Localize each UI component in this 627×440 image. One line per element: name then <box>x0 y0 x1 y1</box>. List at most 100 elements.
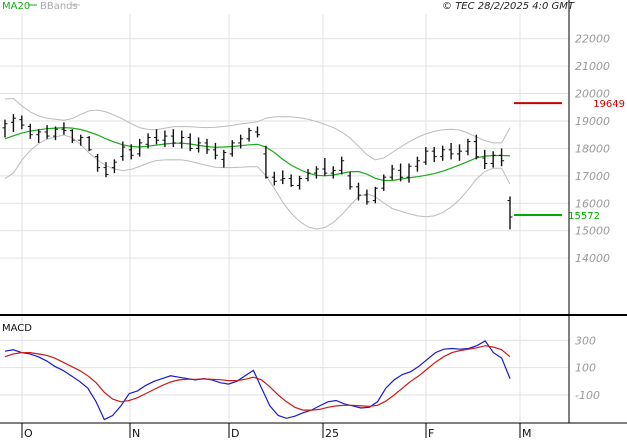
ohlc-bar <box>196 137 202 153</box>
ohlc-bar <box>372 186 378 204</box>
ohlc-bar <box>347 171 353 190</box>
legend: MA20 BBands <box>2 1 80 12</box>
ohlc-bar <box>187 133 193 152</box>
macd-tick-label: -100 <box>575 389 600 402</box>
ma20-line <box>4 126 511 182</box>
ohlc-bar <box>61 122 67 135</box>
bollinger-bands <box>4 97 511 230</box>
ohlc-bar <box>398 163 404 182</box>
ohlc-bar <box>322 158 328 176</box>
ohlc-bar <box>137 138 143 157</box>
ohlc-bar <box>280 170 286 185</box>
ohlc-bar <box>313 166 319 179</box>
bb-upper-line <box>4 97 511 161</box>
x-tick-label: D <box>231 427 239 440</box>
ohlc-bar <box>389 164 395 180</box>
ohlc-bar <box>356 182 361 201</box>
price-tick-label: 22000 <box>575 33 610 46</box>
price-tick-label: 20000 <box>575 88 610 101</box>
x-tick-label: O <box>24 427 33 440</box>
legend-ma20: MA20 <box>2 1 30 12</box>
price-tick-label: 19000 <box>575 115 610 128</box>
macd-lines <box>4 340 511 421</box>
ohlc-bar <box>330 166 336 179</box>
ohlc-bar <box>95 153 101 172</box>
ohlc-bar <box>145 133 151 149</box>
ohlc-bar <box>423 147 429 165</box>
ohlc-bar <box>238 134 244 149</box>
macd-grid <box>0 317 569 421</box>
macd-series-signal <box>4 345 511 411</box>
ohlc-bar <box>10 114 16 132</box>
macd-tick-label: 100 <box>575 362 596 375</box>
ohlc-bar <box>431 147 437 163</box>
ohlc-bar <box>448 142 454 160</box>
ohlc-bar <box>255 126 260 138</box>
ohlc-bar <box>44 125 50 139</box>
ohlc-bar <box>170 129 176 148</box>
ohlc-bar <box>305 168 311 182</box>
macd-title: MACD <box>2 323 32 334</box>
ohlc-bar <box>86 136 92 152</box>
ohlc-bar <box>473 134 479 160</box>
ohlc-bar <box>36 129 42 143</box>
macd-series-macd <box>4 340 511 421</box>
ohlc-bar <box>457 144 462 161</box>
ohlc-bar <box>381 174 387 191</box>
price-tick-label: 15000 <box>575 225 610 238</box>
ma20-path <box>4 126 511 182</box>
ohlc-bar <box>364 189 370 205</box>
ohlc-bar <box>103 162 109 178</box>
ohlc-bar <box>221 149 227 168</box>
ohlc-bar <box>339 156 345 175</box>
ohlc-bar <box>440 145 446 161</box>
bb-lower-line <box>4 134 511 230</box>
ohlc-bar <box>53 126 58 141</box>
ohlc-bar <box>212 142 218 160</box>
ohlc-bar <box>27 123 33 139</box>
ohlc-bar <box>120 141 126 161</box>
price-bars <box>2 114 513 230</box>
ohlc-bar <box>414 156 420 172</box>
ohlc-bar <box>179 130 185 149</box>
legend-bbands: BBands <box>40 1 78 12</box>
price-levels: 19649 15572 <box>514 99 625 222</box>
x-tick-label: N <box>132 427 140 440</box>
ohlc-bar <box>297 175 303 190</box>
ohlc-bar <box>128 144 134 160</box>
ohlc-bar <box>246 127 252 142</box>
macd-tick-label: 300 <box>575 334 596 347</box>
ohlc-bar <box>490 151 496 168</box>
ohlc-bar <box>69 129 75 143</box>
chart-frame <box>0 0 627 424</box>
y-axis-labels: 14000 15000 16000 17000 18000 19000 20000 21000… <box>575 33 610 402</box>
x-tick-label: F <box>428 427 434 440</box>
ohlc-bar <box>2 119 8 138</box>
ohlc-bar <box>507 196 513 230</box>
ohlc-bar <box>154 129 159 145</box>
price-tick-label: 16000 <box>575 197 610 210</box>
x-tick-label: 25 <box>325 427 339 440</box>
ohlc-bar <box>406 163 412 183</box>
ohlc-bar <box>271 171 277 186</box>
ohlc-bar <box>229 140 235 157</box>
ohlc-bar <box>204 138 210 154</box>
ohlc-bar <box>78 134 84 146</box>
ohlc-bar <box>162 130 168 148</box>
ohlc-bar <box>499 148 505 167</box>
resistance-level-label: 19649 <box>593 99 625 110</box>
price-tick-label: 18000 <box>575 142 610 155</box>
x-axis-labels: O N D 25 F M <box>21 423 532 440</box>
price-tick-label: 17000 <box>575 170 610 183</box>
copyright-timestamp: © TEC 28/2/2025 4:0 GMT <box>442 1 575 12</box>
ohlc-bar <box>465 138 471 156</box>
ohlc-bar <box>288 174 294 187</box>
ohlc-bar <box>111 159 117 174</box>
ohlc-bar <box>19 115 25 130</box>
price-tick-label: 14000 <box>575 252 610 265</box>
ohlc-bar <box>263 145 269 179</box>
ohlc-bar <box>482 149 488 169</box>
support-level-label: 15572 <box>568 211 600 222</box>
